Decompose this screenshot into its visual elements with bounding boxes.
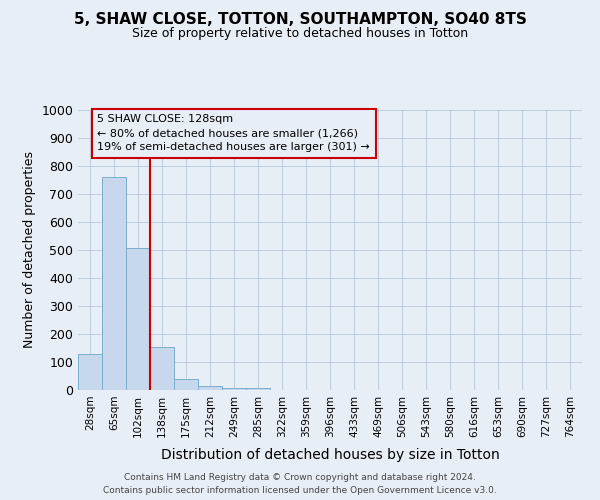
Text: Contains HM Land Registry data © Crown copyright and database right 2024.
Contai: Contains HM Land Registry data © Crown c… [103,473,497,495]
Bar [102,177,126,390]
Bar [126,248,150,390]
Bar [174,379,198,390]
Bar [222,388,246,390]
Bar [78,354,102,390]
X-axis label: Distribution of detached houses by size in Totton: Distribution of detached houses by size … [161,448,499,462]
Bar [246,388,270,390]
Bar [198,386,222,390]
Text: 5, SHAW CLOSE, TOTTON, SOUTHAMPTON, SO40 8TS: 5, SHAW CLOSE, TOTTON, SOUTHAMPTON, SO40… [74,12,526,28]
Bar [150,348,174,390]
Text: 5 SHAW CLOSE: 128sqm
← 80% of detached houses are smaller (1,266)
19% of semi-de: 5 SHAW CLOSE: 128sqm ← 80% of detached h… [97,114,370,152]
Text: Size of property relative to detached houses in Totton: Size of property relative to detached ho… [132,28,468,40]
Y-axis label: Number of detached properties: Number of detached properties [23,152,36,348]
